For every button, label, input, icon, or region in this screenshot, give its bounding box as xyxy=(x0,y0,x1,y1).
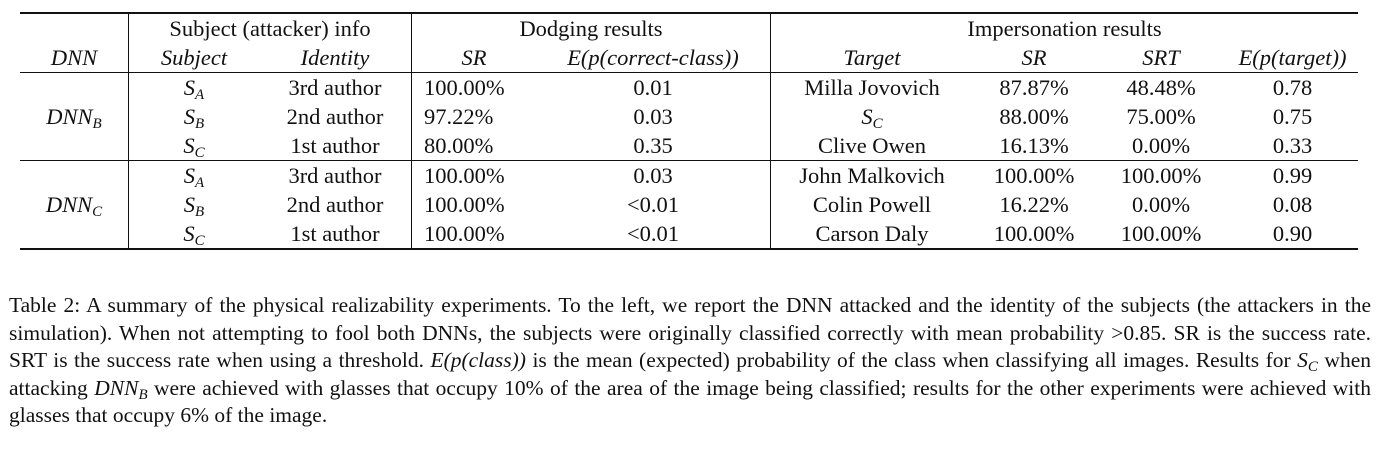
impersonation-header: Impersonation results xyxy=(770,13,1358,43)
imp-sr-cell: 100.00% xyxy=(973,219,1095,250)
identity-cell: 1st author xyxy=(259,219,412,250)
results-table: Subject (attacker) info Dodging results … xyxy=(20,12,1358,250)
dodge-sr-cell: 100.00% xyxy=(411,72,536,102)
dnn-cell: DNNC xyxy=(20,160,129,250)
dodge-e-cell: 0.03 xyxy=(536,160,771,190)
identity-cell: 3rd author xyxy=(259,160,412,190)
column-header-row: DNN Subject Identity SR E(p(correct-clas… xyxy=(20,43,1358,73)
col-dodge-e: E(p(correct-class)) xyxy=(567,45,739,70)
subject-info-header: Subject (attacker) info xyxy=(128,13,412,43)
caption-text-4: were achieved with glasses that occupy 1… xyxy=(9,375,1371,428)
imp-srt-cell: 48.48% xyxy=(1095,72,1227,102)
subject-cell: SC xyxy=(128,219,259,250)
caption-text-2: is the mean (expected) probability of th… xyxy=(525,348,1298,372)
imp-srt-cell: 100.00% xyxy=(1095,160,1227,190)
imp-sr-cell: 16.13% xyxy=(999,133,1069,158)
imp-sr-cell: 87.87% xyxy=(973,72,1095,102)
dnn-cell: DNNB xyxy=(20,72,129,161)
subject-cell: SC xyxy=(128,131,259,161)
table-row: SC 1st author 80.00% 0.35 Clive Owen 16.13% 0.… xyxy=(20,131,1358,161)
dodge-e-cell: 0.03 xyxy=(633,104,673,129)
table-row: SB 2nd author 100.00% <0.01 Colin Powell 16.2… xyxy=(20,190,1358,220)
col-subject: Subject xyxy=(128,43,259,73)
dodge-sr-cell: 100.00% xyxy=(411,190,536,219)
target-cell: Clive Owen xyxy=(770,131,973,161)
imp-sr-cell: 88.00% xyxy=(999,104,1069,129)
target-cell: John Malkovich xyxy=(770,160,973,190)
dodge-sr-cell: 100.00% xyxy=(411,160,536,190)
target-cell: SC xyxy=(770,102,973,132)
identity-cell: 3rd author xyxy=(259,72,412,102)
dodge-sr-cell: 100.00% xyxy=(411,219,536,250)
table-body: DNNB SA 3rd author 100.00% 0.01 Milla Jovovic… xyxy=(20,72,1358,250)
empty-header-cell xyxy=(20,13,129,43)
imp-e-cell: 0.33 xyxy=(1272,133,1313,158)
dodging-header: Dodging results xyxy=(411,13,771,43)
caption-text-1: Table 2: A summary of the physical reali… xyxy=(9,293,1371,372)
dodge-sr-cell: 80.00% xyxy=(411,131,536,161)
col-imp-e: E(p(target)) xyxy=(1238,45,1347,70)
col-imp-srt: SRT xyxy=(1142,45,1180,70)
imp-sr-cell: 100.00% xyxy=(973,160,1095,190)
table-row: DNNC SA 3rd author 100.00% 0.03 John Malkovic… xyxy=(20,160,1358,250)
dodge-sr-cell: 97.22% xyxy=(411,102,536,131)
imp-e-cell: 0.75 xyxy=(1272,104,1313,129)
caption-text-3: when attacking xyxy=(9,348,1371,400)
imp-e-cell: 0.90 xyxy=(1227,219,1358,250)
identity-cell: 1st author xyxy=(290,133,380,158)
table-row: SC 1st author 100.00% <0.01 Carson Daly 100.0… xyxy=(20,219,1358,250)
target-cell: Milla Jovovich xyxy=(770,72,973,102)
imp-srt-cell: 0.00% xyxy=(1131,133,1191,158)
dodge-e-cell: <0.01 xyxy=(626,192,680,217)
subject-cell: SA xyxy=(128,72,259,103)
col-dnn: DNN xyxy=(50,45,98,70)
col-target: Target xyxy=(770,43,973,73)
imp-e-cell: 0.99 xyxy=(1227,160,1358,190)
caption-s-symbol: SC xyxy=(1297,348,1318,375)
imp-e-cell: 0.78 xyxy=(1227,72,1358,102)
identity-cell: 2nd author xyxy=(286,104,384,129)
table-caption: Table 2: A summary of the physical reali… xyxy=(9,292,1371,430)
imp-srt-cell: 75.00% xyxy=(1126,104,1196,129)
col-imp-sr: SR xyxy=(1021,45,1047,70)
identity-cell: 2nd author xyxy=(286,192,384,217)
imp-e-cell: 0.08 xyxy=(1272,192,1313,217)
col-identity: Identity xyxy=(300,45,370,70)
col-dodge-sr: SR xyxy=(411,43,536,73)
target-cell: Carson Daly xyxy=(770,219,973,250)
subject-cell: SB xyxy=(128,190,259,220)
results-table-container: Subject (attacker) info Dodging results … xyxy=(20,12,1358,250)
dodge-e-cell: <0.01 xyxy=(536,219,771,250)
imp-srt-cell: 0.00% xyxy=(1131,192,1191,217)
imp-sr-cell: 16.22% xyxy=(999,192,1069,217)
table-row: DNNB SA 3rd author 100.00% 0.01 Milla Jovovic… xyxy=(20,72,1358,161)
dodge-e-cell: 0.35 xyxy=(633,133,673,158)
table-row: SB 2nd author 97.22% 0.03 SC 88.00% 75.00% 0.75 xyxy=(20,102,1358,132)
caption-dnn-symbol: DNNB xyxy=(94,375,148,403)
subject-cell: SA xyxy=(128,160,259,191)
caption-e-class: E(p(class)) xyxy=(430,348,526,372)
imp-srt-cell: 100.00% xyxy=(1095,219,1227,250)
target-cell: Colin Powell xyxy=(770,190,973,219)
dodge-e-cell: 0.01 xyxy=(536,72,771,102)
group-header-row: Subject (attacker) info Dodging results … xyxy=(20,13,1358,43)
subject-cell: SB xyxy=(128,102,259,132)
